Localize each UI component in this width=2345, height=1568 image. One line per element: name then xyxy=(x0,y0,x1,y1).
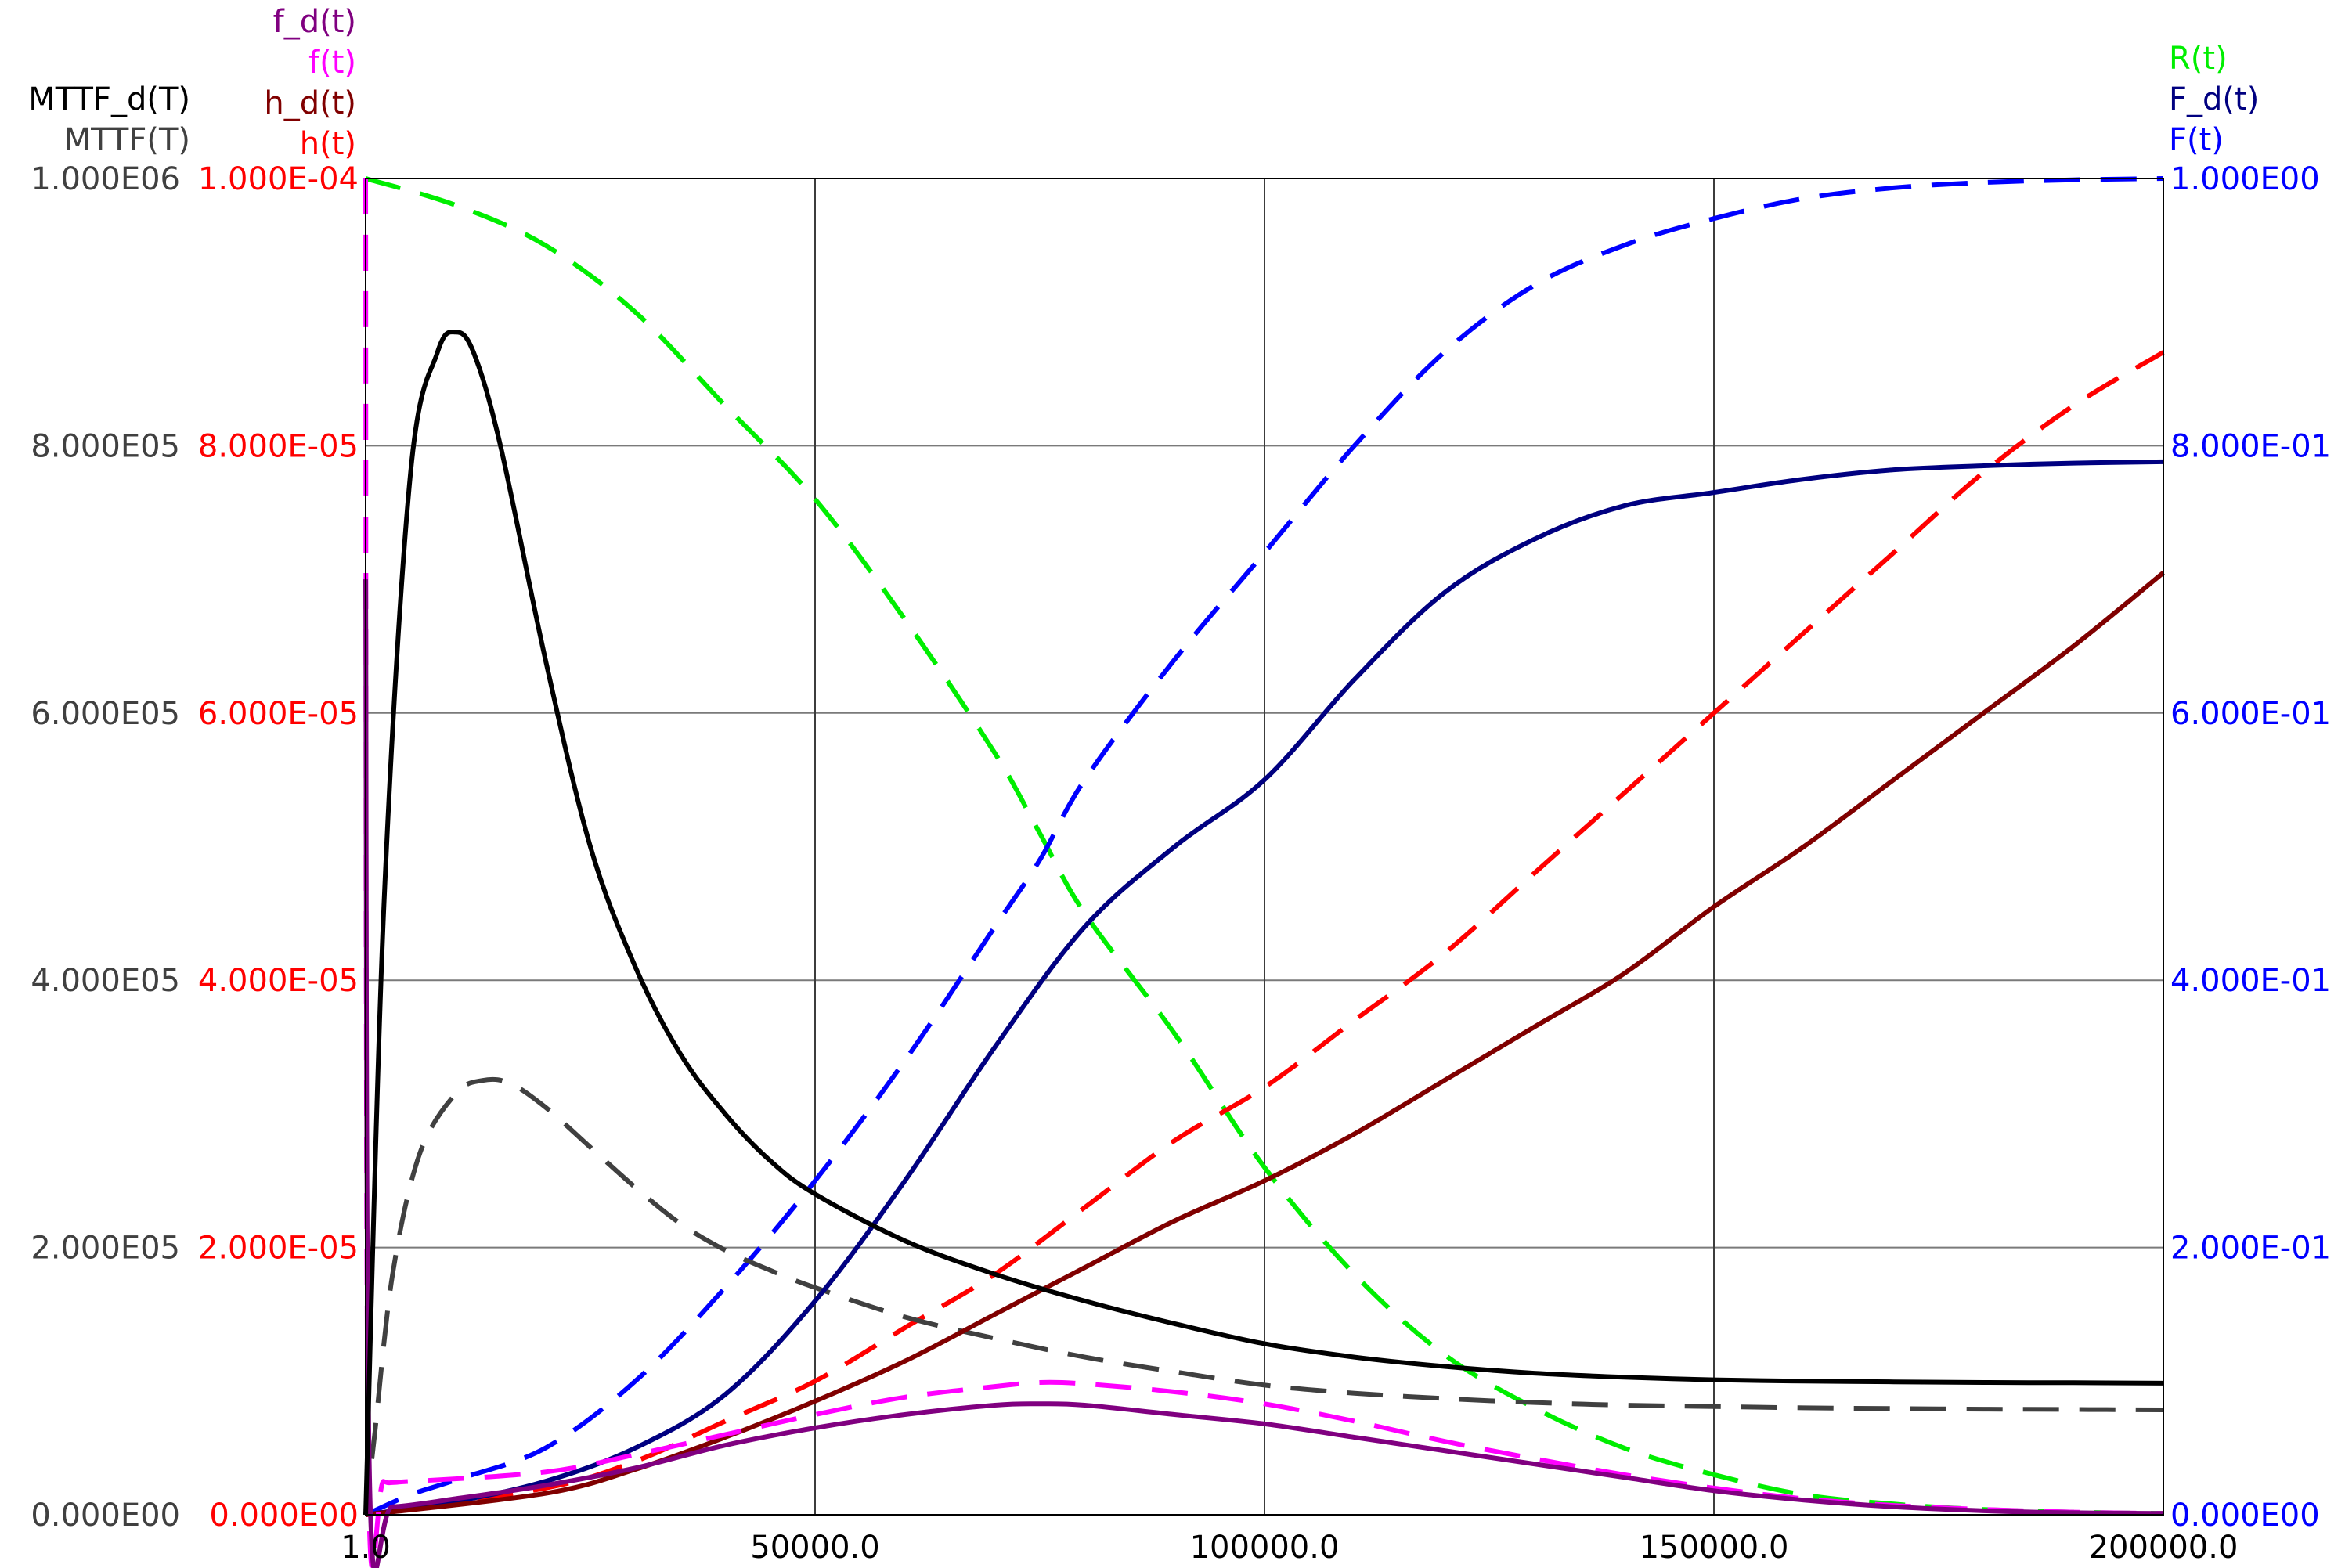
x-tick-label: 100000.0 xyxy=(1190,1530,1340,1566)
series-line-f-t xyxy=(364,176,2164,1517)
right-tick-label: 0.000E00 xyxy=(2170,1498,2320,1534)
left-inner-tick-label: 0.000E00 xyxy=(209,1498,359,1534)
axis-title-line: f(t) xyxy=(308,45,356,81)
left-inner-tick-label: 4.000E-05 xyxy=(198,963,359,999)
axis-title-line: h_d(t) xyxy=(264,85,356,121)
series-line-h-d-t xyxy=(365,571,2165,1517)
left-outer-tick-label: 0.000E00 xyxy=(31,1498,180,1534)
plot-frame xyxy=(365,178,2164,1516)
right-tick-label: 1.000E00 xyxy=(2170,161,2320,197)
series-line-mttf-d-t xyxy=(363,330,2164,1516)
x-tick-label: 1.0 xyxy=(341,1530,391,1566)
left-inner-tick-label: 8.000E-05 xyxy=(198,428,359,464)
x-axis-ticks: 1.0 50000.0 100000.0 150000.0 200000.0 xyxy=(341,1530,2238,1566)
left-inner-axis-ticks: 0.000E00 2.000E-05 4.000E-05 6.000E-05 8.000… xyxy=(198,161,359,1534)
grid-lines xyxy=(366,178,2163,1515)
left-outer-tick-label: 1.000E06 xyxy=(31,161,180,197)
axis-title-line: F(t) xyxy=(2169,122,2224,158)
right-tick-label: 6.000E-01 xyxy=(2170,696,2331,732)
left-outer-tick-label: 8.000E05 xyxy=(31,428,180,464)
series-line-h-t xyxy=(365,350,2165,1517)
axis-title-line: f_d(t) xyxy=(273,4,356,40)
x-tick-label: 150000.0 xyxy=(1640,1530,1789,1566)
left-outer-axis-ticks: 0.000E00 2.000E05 4.000E05 6.000E05 8.000E05… xyxy=(31,161,180,1534)
left-outer-tick-label: 2.000E05 xyxy=(31,1231,180,1267)
axis-title-line: R(t) xyxy=(2169,41,2228,77)
left-inner-tick-label: 6.000E-05 xyxy=(198,696,359,732)
series-line-f-d-t xyxy=(365,459,2164,1517)
left-inner-tick-label: 2.000E-05 xyxy=(198,1231,359,1267)
axis-title-line: h(t) xyxy=(300,126,356,162)
right-axis-ticks: 0.000E00 2.000E-01 4.000E-01 6.000E-01 8.000… xyxy=(2170,161,2331,1534)
axis-title-line: MTTF(T) xyxy=(64,122,190,158)
left-outer-tick-label: 6.000E05 xyxy=(31,696,180,732)
x-tick-label: 200000.0 xyxy=(2089,1530,2239,1566)
right-tick-label: 2.000E-01 xyxy=(2170,1231,2331,1267)
right-tick-label: 4.000E-01 xyxy=(2170,963,2331,999)
axis-title-line: F_d(t) xyxy=(2169,81,2259,117)
left-outer-axis-title: MTTF_d(T) MTTF(T) xyxy=(28,81,190,158)
left-outer-tick-label: 4.000E05 xyxy=(31,963,180,999)
series-line-f-d-t xyxy=(363,579,2164,1568)
axis-title-line: MTTF_d(T) xyxy=(28,81,190,117)
series-line-mttf-t xyxy=(363,1076,2164,1516)
right-axis-title: R(t) F_d(t) F(t) xyxy=(2169,41,2259,158)
series-layer xyxy=(363,176,2165,1568)
x-tick-label: 50000.0 xyxy=(750,1530,879,1566)
right-tick-label: 8.000E-01 xyxy=(2170,428,2331,464)
left-inner-axis-title: f_d(t) f(t) h_d(t) h(t) xyxy=(264,4,356,162)
left-inner-tick-label: 1.000E-04 xyxy=(198,161,359,197)
series-line-r-t xyxy=(365,176,2164,1516)
